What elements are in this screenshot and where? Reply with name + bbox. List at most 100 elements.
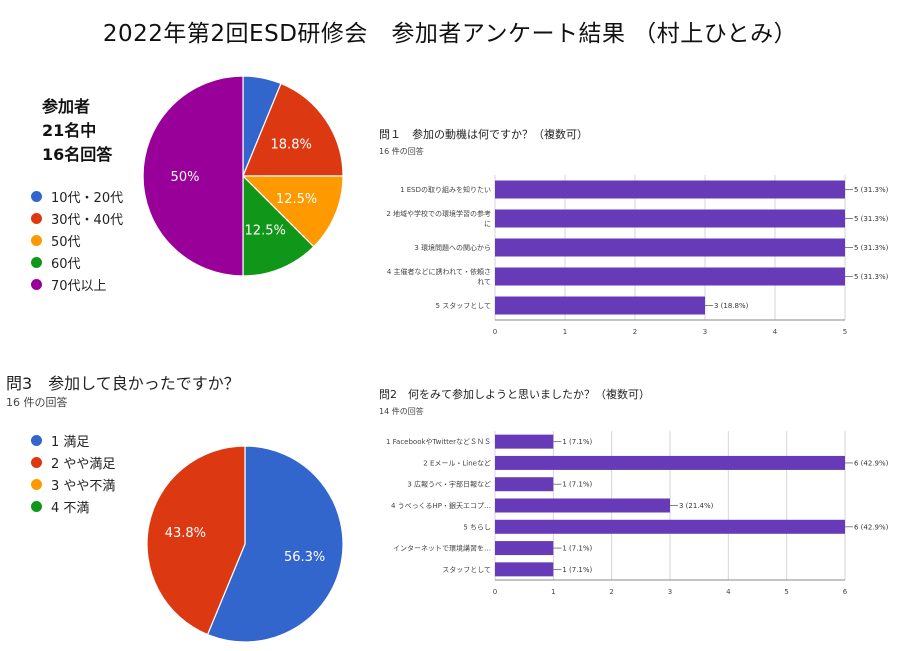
q1-bar	[495, 296, 705, 315]
participants-line-2: 21名中	[42, 121, 97, 140]
q2-x-tick-label: 2	[609, 588, 613, 596]
q2-value-label: 6 (42.9%)	[854, 459, 889, 467]
age-legend-label: 10代・20代	[51, 190, 124, 206]
age-legend-label: 30代・40代	[51, 212, 124, 228]
q1-x-tick-label: 1	[563, 328, 567, 336]
age-slice-label: 12.5%	[245, 224, 286, 239]
q2-title: 問2 何をみて参加しようと思いましたか？（複数可）	[379, 387, 650, 401]
age-legend-item: 10代・20代	[31, 188, 124, 206]
age-legend-swatch	[31, 190, 42, 202]
q3-legend-item: 1 満足	[31, 432, 90, 450]
q2-x-tick-label: 0	[493, 588, 497, 596]
q2-bar-chart: 問2 何をみて参加しようと思いましたか？（複数可） 14 件の回答 0 1 2 3 4 5 6 1…	[379, 387, 889, 596]
q2-category-label: 4 うべっくるHP・銀天エコプ…	[391, 501, 491, 510]
q3-legend-label: 3 やや不満	[51, 478, 116, 494]
q2-value-label: 1 (7.1%)	[562, 481, 592, 489]
age-legend-label: 60代	[51, 256, 81, 272]
q1-bar	[495, 180, 845, 199]
q3-legend-label: 1 満足	[51, 434, 90, 450]
q3-legend-swatch	[31, 456, 42, 468]
q2-value-label: 6 (42.9%)	[854, 523, 889, 531]
age-legend-swatch	[31, 212, 42, 224]
q2-x-tick-label: 1	[551, 588, 555, 596]
q2-response-count: 14 件の回答	[379, 406, 424, 416]
q3-slice	[206, 445, 344, 643]
q1-bar-chart: 問１ 参加の動機は何ですか？（複数可） 16 件の回答 0 1 2 3 4 5 1 ESDの取り…	[379, 127, 889, 336]
q3-legend-label: 2 やや満足	[51, 456, 116, 472]
q2-value-label: 1 (7.1%)	[562, 545, 592, 553]
q2-bar	[495, 434, 554, 449]
q3-title: 問3 参加して良かったですか？	[6, 374, 240, 393]
q2-bar	[495, 562, 554, 577]
q3-slice-label: 56.3%	[284, 550, 325, 565]
q2-bar	[495, 541, 554, 556]
q1-x-tick-label: 4	[773, 328, 778, 336]
q3-pie-legend: 1 満足 2 やや満足 3 やや不満 4 不満	[31, 432, 141, 516]
participants-summary: 参加者 21名中 16名回答	[42, 95, 112, 167]
q2-x-tick-label: 3	[668, 588, 672, 596]
q3-legend-item: 4 不満	[31, 498, 90, 516]
q1-x-tick-label: 0	[493, 328, 497, 336]
q2-bar	[495, 498, 670, 513]
age-legend-item: 60代	[31, 254, 81, 272]
age-legend-item: 70代以上	[31, 276, 107, 294]
q1-bar	[495, 209, 845, 228]
age-slice-label: 12.5%	[276, 192, 317, 207]
q1-category-label: 2 地域や学校での環境学習の参考に	[386, 209, 491, 228]
q1-value-label: 5 (31.3%)	[854, 215, 889, 223]
q1-bar	[495, 267, 845, 286]
q2-category-label: 5 ちらし	[463, 523, 491, 531]
q2-x-tick-label: 6	[843, 588, 848, 596]
age-legend-swatch	[31, 278, 42, 290]
q2-category-label: 3 広報うべ・宇部日報など	[407, 480, 491, 489]
q2-value-label: 1 (7.1%)	[562, 438, 592, 446]
q1-title: 問１ 参加の動機は何ですか？（複数可）	[379, 127, 588, 141]
q1-bar	[495, 238, 845, 257]
q2-category-label: インターネットで環境講習を…	[393, 544, 491, 553]
q2-bar	[495, 519, 845, 534]
age-slice-label: 18.8%	[271, 138, 312, 153]
participants-line-1: 参加者	[42, 97, 91, 116]
q1-x-tick-label: 5	[843, 328, 847, 336]
age-slice	[142, 75, 244, 277]
q2-x-tick-label: 5	[784, 588, 788, 596]
age-legend-label: 70代以上	[51, 278, 107, 294]
age-legend-swatch	[31, 256, 42, 268]
q2-value-label: 3 (21.4%)	[679, 502, 714, 510]
age-slice	[242, 82, 344, 177]
q1-x-tick-label: 2	[633, 328, 637, 336]
q1-category-label: 3 環境問題への関心から	[414, 243, 491, 252]
q2-category-label: 1 FacebookやTwitterなどＳＮＳ	[386, 438, 491, 446]
q2-category-label: スタッフとして	[442, 565, 491, 574]
q2-x-tick-label: 4	[726, 588, 731, 596]
q1-category-label: 5 スタッフとして	[436, 301, 491, 310]
q3-slice-label: 43.8%	[165, 526, 206, 541]
q2-category-label: 2 Eメール・Lineなど	[423, 459, 491, 467]
q1-value-label: 5 (31.3%)	[854, 186, 889, 194]
age-legend-item: 30代・40代	[31, 210, 124, 228]
q3-legend-swatch	[31, 500, 42, 512]
q1-x-tick-label: 3	[703, 328, 707, 336]
participants-line-3: 16名回答	[42, 145, 113, 164]
q1-value-label: 5 (31.3%)	[854, 273, 889, 281]
q3-slice	[146, 445, 246, 636]
q1-category-label: 1 ESDの取り組みを知りたい	[400, 185, 491, 194]
q2-value-label: 1 (7.1%)	[562, 566, 592, 574]
q1-response-count: 16 件の回答	[379, 146, 424, 156]
age-legend-label: 50代	[51, 234, 81, 250]
q1-value-label: 3 (18.8%)	[714, 302, 749, 310]
q3-legend-swatch	[31, 434, 42, 446]
q3-response-count: 16 件の回答	[6, 396, 68, 409]
age-legend-item: 50代	[31, 232, 81, 250]
age-pie-chart: 18.8% 12.5% 12.5% 50%	[142, 75, 344, 277]
age-slice-label: 50%	[171, 170, 200, 185]
q2-bar	[495, 477, 554, 492]
q3-legend-item: 2 やや満足	[31, 454, 116, 472]
q1-category-label: 4 主催者などに誘われて・依頼されて	[387, 267, 491, 286]
age-pie-legend: 10代・20代 30代・40代 50代 60代 70代以上	[31, 188, 141, 294]
q3-legend-swatch	[31, 478, 42, 490]
page-title: 2022年第2回ESD研修会 参加者アンケート結果 （村上ひとみ）	[102, 21, 798, 47]
q3-pie-chart: 56.3% 43.8%	[146, 445, 344, 643]
q3-legend-item: 3 やや不満	[31, 476, 116, 494]
q3-legend-label: 4 不満	[51, 500, 90, 516]
